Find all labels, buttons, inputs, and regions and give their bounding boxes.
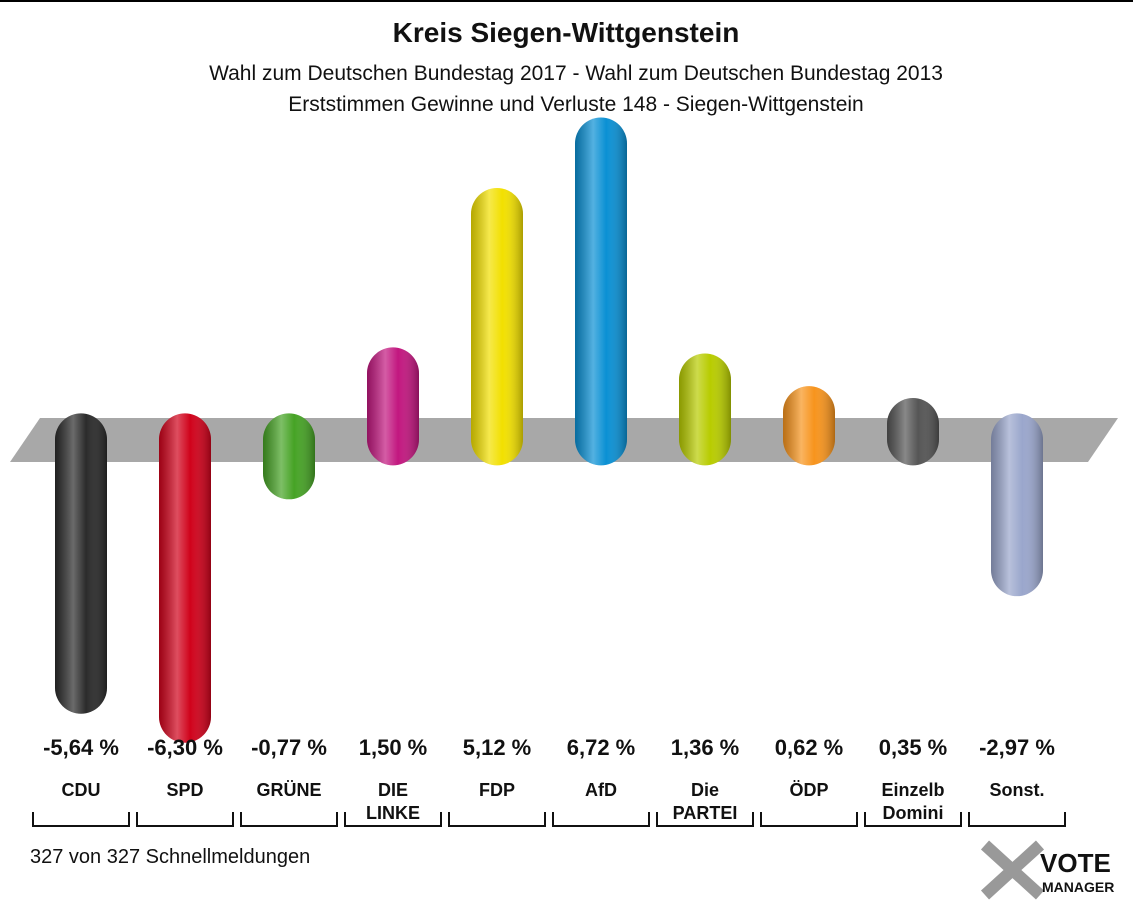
value-label: -5,64 %	[43, 735, 119, 760]
x-tick-label: SPD	[166, 780, 203, 800]
bar-shine	[887, 397, 939, 466]
x-tick-label: Einzelb	[881, 780, 944, 800]
category-bracket	[136, 812, 234, 827]
logo-mark	[980, 840, 1045, 900]
category-bracket	[32, 812, 130, 827]
bar-shine	[471, 187, 523, 466]
value-label: 1,36 %	[671, 735, 740, 760]
chart-title: Kreis Siegen-Wittgenstein	[393, 17, 740, 48]
x-tick-label: AfD	[585, 780, 617, 800]
bar-shine	[991, 413, 1043, 597]
x-tick-label: DIE	[378, 780, 408, 800]
x-tick-label: ÖDP	[789, 780, 828, 800]
logo-text: VOTE	[1040, 848, 1111, 878]
x-tick-label: CDU	[62, 780, 101, 800]
bar-shine	[679, 353, 731, 466]
bar-shine	[575, 117, 627, 466]
bar-shine	[263, 413, 315, 500]
chart-subtitle: Erststimmen Gewinne und Verluste 148 - S…	[288, 93, 863, 116]
category-bracket	[240, 812, 338, 827]
x-tick-label: PARTEI	[673, 803, 738, 823]
value-label: -6,30 %	[147, 735, 223, 760]
x-tick-label: Domini	[883, 803, 944, 823]
x-tick-label: LINKE	[366, 803, 420, 823]
value-label: -0,77 %	[251, 735, 327, 760]
category-bracket	[968, 812, 1066, 827]
chart-subtitle: Wahl zum Deutschen Bundestag 2017 - Wahl…	[209, 62, 943, 85]
value-label: 1,50 %	[359, 735, 428, 760]
x-tick-label: FDP	[479, 780, 515, 800]
bar-shine	[55, 413, 107, 714]
bar-shine	[367, 347, 419, 466]
x-tick-label: GRÜNE	[256, 780, 321, 800]
category-bracket	[864, 812, 962, 827]
category-bracket	[760, 812, 858, 827]
value-label: 0,35 %	[879, 735, 948, 760]
value-label: 5,12 %	[463, 735, 532, 760]
x-tick-label: Sonst.	[989, 780, 1044, 800]
x-tick-label: Die	[691, 780, 719, 800]
value-label: 6,72 %	[567, 735, 636, 760]
bar-shine	[783, 386, 835, 466]
value-label: -2,97 %	[979, 735, 1055, 760]
category-bracket	[448, 812, 546, 827]
bar-shine	[159, 413, 211, 743]
category-bracket	[344, 812, 442, 827]
logo-text: MANAGER	[1042, 879, 1114, 895]
category-bracket	[656, 812, 754, 827]
category-bracket	[552, 812, 650, 827]
footer: 327 von 327 Schnellmeldungen	[30, 846, 310, 868]
value-label: 0,62 %	[775, 735, 844, 760]
